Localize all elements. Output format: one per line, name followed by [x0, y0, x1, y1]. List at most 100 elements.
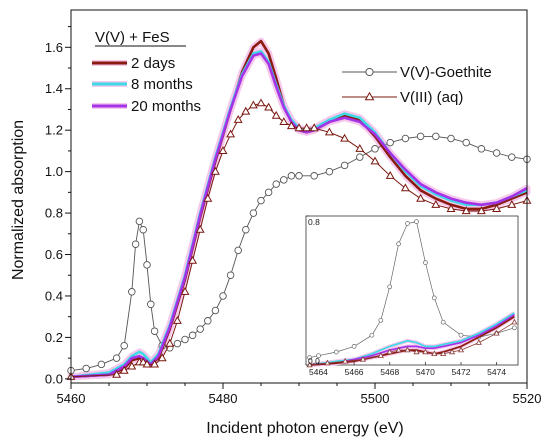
point-v-v-goethite: [181, 335, 189, 344]
point-v-iii-aq: [302, 123, 312, 132]
point-v-iii-aq: [355, 143, 365, 152]
point-v-v-goethite: [401, 134, 410, 143]
point-v-v-goethite: [139, 225, 147, 234]
point-v-v-goethite: [386, 138, 394, 147]
y-tick-label: 1.0: [45, 164, 63, 179]
point-v-v-goethite: [97, 360, 106, 369]
y-axis-label: Normalized absorption: [10, 120, 27, 280]
x-axis-label: Incident photon energy (eV): [206, 420, 403, 437]
x-tick-label: 5500: [361, 391, 390, 406]
inset-point-v-iii-aq: [475, 339, 482, 345]
inset-point-v-v-goethite: [307, 355, 312, 360]
inset-point-v-iii-aq: [413, 348, 420, 355]
point-v-v-goethite: [147, 300, 155, 309]
inset-point-v-iii-aq: [511, 318, 518, 325]
point-v-iii-aq: [309, 123, 319, 132]
y-tick-label: 1.4: [45, 81, 63, 96]
inset-point-v-v-goethite: [512, 325, 517, 331]
inset-line-2-days: [309, 315, 515, 366]
point-v-iii-aq: [248, 100, 258, 109]
inset-point-v-v-goethite: [333, 349, 339, 355]
point-v-iii-aq: [180, 286, 190, 295]
point-v-iii-aq: [203, 193, 213, 202]
point-v-v-goethite: [211, 306, 220, 315]
inset-point-v-v-goethite: [378, 317, 384, 323]
point-v-iii-aq: [210, 166, 220, 175]
point-v-v-goethite: [287, 172, 296, 180]
point-v-iii-aq: [271, 110, 281, 119]
point-v-iii-aq: [279, 117, 289, 125]
inset-x-tick-label: 5466: [345, 367, 364, 377]
inset-point-v-v-goethite: [369, 332, 375, 338]
point-v-iii-aq: [286, 121, 296, 130]
legend-title: V(V) + FeS: [95, 29, 170, 46]
legend-label-2-days: 2 days: [131, 55, 175, 72]
inset-point-v-iii-aq: [359, 355, 367, 362]
inset-x-tick-label: 5468: [380, 367, 399, 377]
y-tick-label: 0.0: [45, 371, 63, 386]
inset-point-v-v-goethite: [396, 241, 401, 247]
point-v-iii-aq: [256, 98, 266, 107]
point-v-v-goethite: [508, 153, 516, 161]
inset-point-v-v-goethite: [405, 221, 410, 226]
point-v-v-goethite: [143, 261, 151, 269]
point-v-v-goethite: [128, 288, 136, 296]
point-v-iii-aq: [195, 224, 205, 233]
x-tick-label: 5460: [57, 391, 86, 406]
point-v-v-goethite: [340, 161, 349, 170]
x-tick-label: 5520: [513, 391, 542, 406]
point-v-iii-aq: [324, 127, 334, 136]
point-v-v-goethite: [173, 339, 182, 348]
point-v-v-goethite: [131, 240, 140, 248]
point-v-iii-aq: [188, 255, 198, 264]
point-v-iii-aq: [492, 204, 502, 212]
point-v-v-goethite: [135, 217, 144, 226]
inset-point-v-iii-aq: [457, 346, 465, 353]
point-v-v-goethite: [196, 325, 204, 333]
point-v-v-goethite: [257, 196, 265, 205]
point-v-v-goethite: [226, 271, 235, 279]
point-v-v-goethite: [432, 132, 440, 141]
inset-point-v-iii-aq: [386, 348, 393, 355]
point-v-iii-aq: [142, 359, 152, 368]
point-v-v-goethite: [234, 246, 242, 255]
legend-label-v-iii-aq: V(III) (aq): [400, 89, 463, 106]
legend-label-8-months: 8 months: [131, 76, 193, 93]
point-v-iii-aq: [385, 170, 395, 179]
point-v-iii-aq: [264, 102, 274, 111]
point-v-iii-aq: [416, 193, 426, 202]
inset-point-v-v-goethite: [423, 260, 428, 265]
point-v-v-goethite: [310, 172, 318, 180]
main-plot-area: 5460 5480 5500 5520 0.0 0.2 0.4 0.6 0.8 1.0 1.2 1.4…: [45, 9, 542, 406]
inset-point-v-v-goethite: [316, 353, 321, 359]
point-v-v-goethite: [272, 180, 280, 188]
point-v-iii-aq: [157, 353, 167, 362]
inset-x-tick-label: 5472: [452, 367, 471, 377]
point-v-v-goethite: [416, 132, 425, 141]
point-v-iii-aq: [294, 123, 304, 132]
point-v-v-goethite: [356, 153, 364, 161]
point-v-v-goethite: [82, 364, 90, 373]
legend-label-v-v-goethite: V(V)-Goethite: [400, 64, 492, 81]
point-v-v-goethite: [477, 145, 486, 153]
inset-point-v-iii-aq: [493, 329, 500, 336]
inset-point-v-v-goethite: [414, 219, 419, 224]
point-v-v-goethite: [188, 331, 197, 340]
inset-point-v-iii-aq: [449, 348, 456, 355]
point-v-v-goethite: [280, 176, 288, 184]
point-v-iii-aq: [340, 133, 350, 142]
point-v-v-goethite: [371, 145, 379, 153]
y-tick-label: 1.6: [45, 40, 63, 55]
point-v-v-goethite: [120, 341, 128, 350]
inset-plot-area: 5464 5466 5468 5470 5472 5474 0.0 0.8: [305, 215, 519, 377]
point-v-iii-aq: [400, 183, 410, 192]
y-tick-label: 0.8: [45, 206, 63, 221]
y-tick-label: 0.4: [45, 288, 63, 303]
legend: V(V) + FeS 2 days 8 months 20 months V(V)-Go…: [92, 29, 492, 115]
point-v-iii-aq: [218, 146, 228, 154]
inset-point-v-v-goethite: [387, 284, 393, 290]
inset-point-v-iii-aq: [395, 346, 402, 353]
inset-line-20-months: [309, 313, 515, 366]
inset-point-v-iii-aq: [404, 346, 411, 353]
y-tick-label: 0.2: [45, 330, 63, 345]
